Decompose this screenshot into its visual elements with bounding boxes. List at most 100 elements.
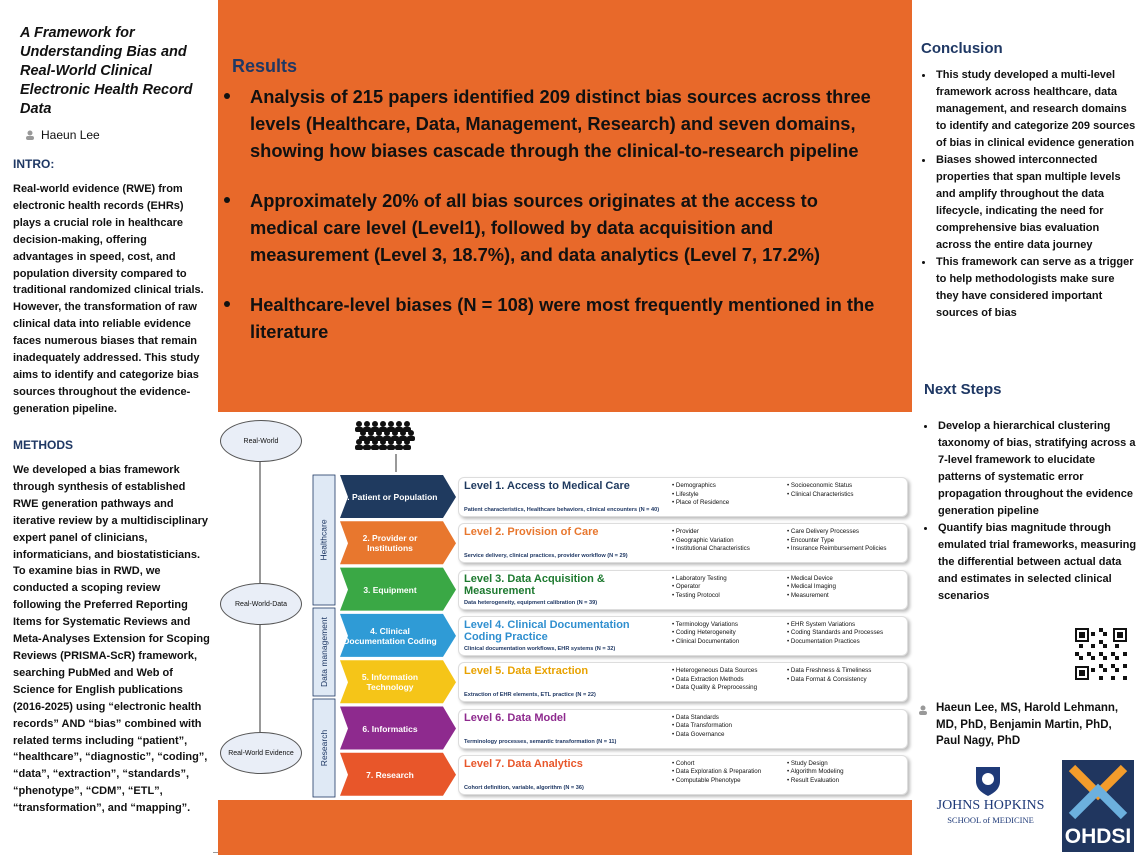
qr-cell xyxy=(1111,664,1115,668)
bottom-band xyxy=(218,800,912,855)
item: Encounter Type xyxy=(787,537,887,546)
person-head xyxy=(372,439,378,445)
qr-cell xyxy=(1075,652,1079,656)
person-head xyxy=(360,430,366,436)
item-column: Laboratory TestingOperatorTesting Protoc… xyxy=(672,575,727,601)
qr-cell xyxy=(1123,664,1127,668)
person-head xyxy=(400,430,406,436)
item: Care Delivery Processes xyxy=(787,528,887,537)
qr-cell xyxy=(1099,676,1103,680)
person-icon xyxy=(26,130,34,140)
item-column: Heterogeneous Data SourcesData Extractio… xyxy=(672,667,758,693)
item-column: ProviderGeographic VariationInstitutiona… xyxy=(672,528,750,554)
qr-cell xyxy=(1099,664,1103,668)
person-head xyxy=(356,439,362,445)
domain-label: Healthcare xyxy=(319,519,330,561)
item: Demographics xyxy=(672,482,729,491)
jhu-name: JOHNS HOPKINS xyxy=(936,798,1045,813)
next-steps-list: Develop a hierarchical clustering taxono… xyxy=(924,418,1138,605)
item: Clinical Characteristics xyxy=(787,491,854,500)
methods-heading: METHODS xyxy=(13,438,73,452)
domain-box: Healthcare xyxy=(313,475,335,605)
person-head xyxy=(356,421,362,427)
person-head xyxy=(376,430,382,436)
item: Provider xyxy=(672,528,750,537)
intro-text: Real-world evidence (RWE) from electroni… xyxy=(13,183,204,415)
poster-title: A Framework for Understanding Bias and R… xyxy=(20,25,193,117)
level-card: Level 6. Data Model Terminology processes… xyxy=(458,708,908,749)
bullet: Develop a hierarchical clustering taxono… xyxy=(924,418,1138,520)
item-column: DemographicsLifestylePlace of Residence xyxy=(672,482,729,508)
person-head xyxy=(364,439,370,445)
qr-cell xyxy=(1103,656,1107,660)
person-head xyxy=(404,421,410,427)
authors: Haeun Lee, MS, Harold Lehmann, MD, PhD, … xyxy=(936,702,1119,747)
item: Testing Protocol xyxy=(672,592,727,601)
qr-cell xyxy=(1103,644,1107,648)
level-subtitle: Terminology processes, semantic transfor… xyxy=(464,738,617,745)
item: Operator xyxy=(672,583,727,592)
methods-text: We developed a bias framework through sy… xyxy=(13,464,210,815)
person-head xyxy=(396,439,402,445)
item: EHR System Variations xyxy=(787,621,883,630)
person-body xyxy=(363,427,371,432)
qr-cell xyxy=(1123,652,1127,656)
item: Result Evaluation xyxy=(787,777,844,786)
results-heading: Results xyxy=(232,56,298,76)
item-column: Care Delivery ProcessesEncounter TypeIns… xyxy=(787,528,887,554)
level-subtitle: Cohort definition, variable, algorithm (… xyxy=(464,784,584,791)
qr-cell xyxy=(1099,628,1103,632)
person-head xyxy=(384,430,390,436)
person-head xyxy=(388,421,394,427)
item: Data Extraction Methods xyxy=(672,676,757,685)
results-panel xyxy=(218,0,912,412)
ohdsi-mark xyxy=(1062,760,1134,822)
intro-heading: INTRO: xyxy=(13,157,55,171)
qr-cell xyxy=(1091,644,1095,648)
results-list: Analysis of 215 papers identified 209 di… xyxy=(222,83,882,368)
qr-cell xyxy=(1103,668,1107,672)
qr-code xyxy=(1075,628,1127,680)
item: Documentation Practices xyxy=(787,638,883,647)
domain-label: Research xyxy=(319,729,330,767)
domain-bar xyxy=(312,698,336,798)
level-label: 2. Provider or Institutions xyxy=(362,533,418,554)
qr-cell xyxy=(1115,644,1119,648)
stage: Real-World-Data xyxy=(220,583,302,625)
person-body xyxy=(371,445,379,450)
level-title: Level 2. Provision of Care xyxy=(464,526,599,539)
domain-bar xyxy=(312,607,336,697)
level-card: Level 7. Data Analytics Cohort definition… xyxy=(458,754,908,795)
person-body xyxy=(403,445,411,450)
person-body xyxy=(375,436,383,441)
figure-shapes xyxy=(259,421,456,798)
bullet: This framework can serve as a trigger to… xyxy=(922,254,1137,322)
person-body xyxy=(363,445,371,450)
person-head xyxy=(408,430,414,436)
person-body xyxy=(407,436,415,441)
person-body xyxy=(403,427,411,432)
item: Geographic Variation xyxy=(672,537,750,546)
item: Data Format & Consistency xyxy=(787,676,871,685)
qr-cell xyxy=(1091,668,1095,672)
item: Institutional Characteristics xyxy=(672,545,750,554)
level-card: Level 5. Data Extraction Extraction of EH… xyxy=(458,662,908,703)
person-head xyxy=(368,430,374,436)
item-column: CohortData Exploration & PreparationComp… xyxy=(672,760,761,786)
person-head xyxy=(380,439,386,445)
item: Data Standards xyxy=(672,714,732,723)
item: Data Quality & Preprocessing xyxy=(672,684,757,693)
item: Data Governance xyxy=(672,731,732,740)
item: Data Transformation xyxy=(672,722,732,731)
bullet: Approximately 20% of all bias sources or… xyxy=(222,187,882,268)
person-head xyxy=(404,439,410,445)
item-column: Medical DeviceMedical ImagingMeasurement xyxy=(787,575,836,601)
bullet: This study developed a multi-level frame… xyxy=(922,67,1137,152)
level-chevron xyxy=(340,706,456,750)
person-head xyxy=(388,439,394,445)
person-head xyxy=(372,421,378,427)
qr-cell xyxy=(1079,656,1083,660)
bullet: Biases showed interconnected properties … xyxy=(922,152,1137,254)
person-body xyxy=(391,436,399,441)
